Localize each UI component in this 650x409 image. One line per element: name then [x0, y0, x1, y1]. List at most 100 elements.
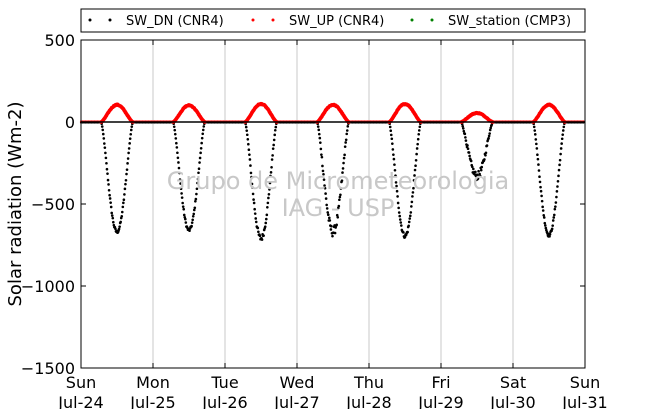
- data-point: [393, 168, 397, 172]
- data-point: [105, 161, 108, 165]
- data-point: [485, 144, 489, 147]
- data-point: [537, 169, 541, 172]
- data-point: [464, 136, 467, 139]
- data-point: [262, 234, 265, 237]
- data-point: [411, 191, 415, 194]
- data-point: [172, 125, 176, 129]
- data-point: [111, 216, 115, 220]
- data-point: [271, 154, 274, 157]
- data-point: [120, 210, 124, 214]
- data-point: [484, 151, 488, 155]
- data-point: [319, 147, 323, 151]
- x-tick-date: Jul-25: [129, 393, 175, 409]
- data-point: [112, 220, 115, 224]
- data-point: [555, 195, 558, 199]
- data-point: [535, 142, 538, 146]
- data-point: [554, 201, 558, 204]
- data-point: [200, 141, 203, 145]
- data-point: [130, 125, 134, 128]
- data-point: [248, 153, 251, 156]
- data-point: [335, 223, 338, 227]
- x-tick-day: Wed: [280, 373, 315, 392]
- data-point: [125, 172, 128, 176]
- data-point: [101, 128, 105, 132]
- data-point: [273, 128, 277, 132]
- data-point: [557, 174, 560, 178]
- data-point: [553, 207, 557, 211]
- data-point: [127, 151, 130, 155]
- data-point: [267, 196, 270, 200]
- data-point: [325, 207, 329, 210]
- data-point: [103, 142, 106, 145]
- x-tick-day: Fri: [431, 373, 450, 392]
- data-point: [129, 128, 133, 132]
- data-point: [122, 201, 125, 205]
- data-point: [339, 187, 343, 190]
- data-point: [345, 129, 349, 132]
- data-point: [180, 192, 183, 195]
- data-point: [191, 218, 194, 222]
- data-point: [480, 165, 484, 169]
- data-point: [342, 161, 345, 165]
- data-point: [325, 203, 328, 207]
- data-point: [173, 132, 177, 136]
- data-point: [257, 230, 260, 234]
- data-point: [324, 192, 327, 195]
- y-tick-label: 500: [44, 31, 75, 50]
- data-point: [418, 125, 422, 129]
- data-point: [341, 167, 345, 170]
- data-point: [552, 216, 556, 219]
- data-point: [190, 224, 193, 228]
- data-point: [331, 234, 334, 238]
- data-point: [412, 186, 415, 190]
- data-point: [408, 217, 412, 220]
- data-point: [251, 186, 254, 189]
- data-point: [250, 175, 253, 179]
- data-point: [329, 228, 333, 231]
- data-point: [253, 207, 256, 211]
- data-point: [346, 125, 350, 128]
- data-point: [104, 151, 107, 155]
- data-point: [462, 129, 466, 133]
- data-point: [246, 137, 250, 141]
- data-point: [122, 198, 126, 201]
- data-point: [104, 156, 108, 160]
- data-point: [250, 182, 254, 186]
- data-point: [488, 132, 491, 135]
- data-point: [398, 214, 402, 218]
- legend-label: SW_DN (CNR4): [126, 14, 224, 29]
- data-point: [344, 141, 347, 144]
- data-point: [466, 147, 470, 151]
- data-point: [409, 211, 413, 214]
- data-point: [173, 128, 177, 132]
- data-point: [191, 214, 195, 218]
- data-point: [394, 174, 397, 177]
- series-1: [79, 101, 585, 124]
- data-point: [125, 168, 129, 171]
- data-point: [129, 132, 133, 136]
- data-point: [192, 212, 196, 216]
- data-point: [320, 153, 323, 156]
- x-tick-day: Sat: [500, 373, 526, 392]
- data-point: [322, 172, 325, 176]
- data-point: [338, 198, 341, 202]
- data-point: [411, 195, 414, 198]
- data-point: [260, 238, 264, 241]
- data-point: [178, 171, 181, 175]
- data-point: [256, 226, 260, 230]
- data-point: [548, 235, 551, 238]
- data-point: [337, 204, 341, 208]
- legend-marker: [108, 18, 112, 22]
- data-point: [123, 187, 127, 191]
- data-point: [476, 177, 480, 180]
- data-point: [174, 137, 178, 140]
- x-tick-day: Sun: [570, 373, 600, 392]
- data-point: [544, 226, 548, 230]
- data-point: [556, 185, 559, 188]
- data-point: [532, 125, 536, 129]
- data-point: [413, 168, 417, 172]
- data-point: [412, 179, 416, 182]
- data-point: [538, 175, 541, 179]
- data-point: [416, 137, 420, 141]
